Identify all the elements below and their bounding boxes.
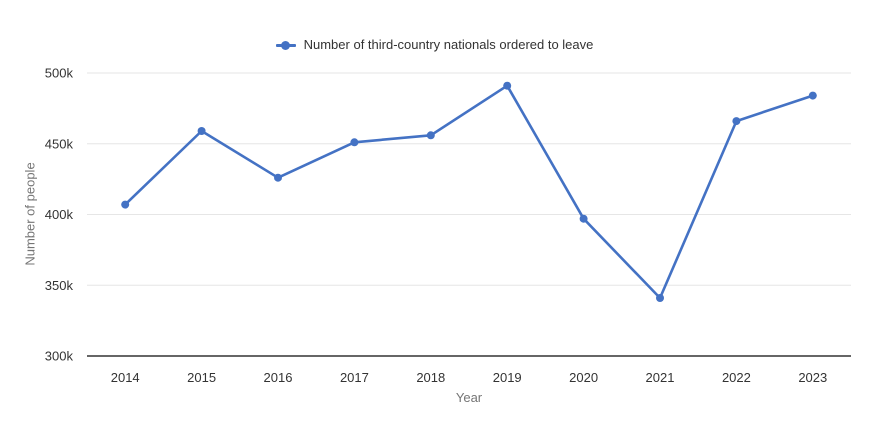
y-tick-label: 350k xyxy=(45,278,74,293)
data-point[interactable] xyxy=(121,200,130,209)
y-tick-label: 400k xyxy=(45,207,74,222)
x-tick-label: 2022 xyxy=(722,370,751,385)
x-tick-label: 2015 xyxy=(187,370,216,385)
data-point[interactable] xyxy=(426,131,435,140)
data-point[interactable] xyxy=(808,91,817,100)
x-tick-label: 2017 xyxy=(340,370,369,385)
data-point[interactable] xyxy=(197,127,206,135)
data-point[interactable] xyxy=(732,117,741,126)
chart-legend: Number of third-country nationals ordere… xyxy=(0,38,869,52)
data-point[interactable] xyxy=(656,294,664,302)
series-line xyxy=(123,84,815,300)
x-tick-label: 2020 xyxy=(569,370,598,385)
x-tick-label: 2023 xyxy=(798,370,827,385)
x-tick-label: 2016 xyxy=(264,370,293,385)
y-tick-label: 500k xyxy=(45,66,74,81)
x-tick-label: 2021 xyxy=(646,370,675,385)
x-tick-label: 2014 xyxy=(111,370,140,385)
data-point[interactable] xyxy=(503,81,512,90)
y-tick-label: 300k xyxy=(45,349,74,364)
data-point[interactable] xyxy=(579,214,588,223)
legend-dot-icon xyxy=(281,40,291,50)
x-tick-label: 2019 xyxy=(493,370,522,385)
x-axis-title: Year xyxy=(455,390,483,405)
x-tick-label: 2018 xyxy=(416,370,445,385)
data-point[interactable] xyxy=(350,138,359,147)
data-point[interactable] xyxy=(274,173,282,182)
legend-line-marker-icon xyxy=(275,40,296,50)
legend-label: Number of third-country nationals ordere… xyxy=(303,37,594,52)
y-tick-label: 450k xyxy=(45,136,74,151)
